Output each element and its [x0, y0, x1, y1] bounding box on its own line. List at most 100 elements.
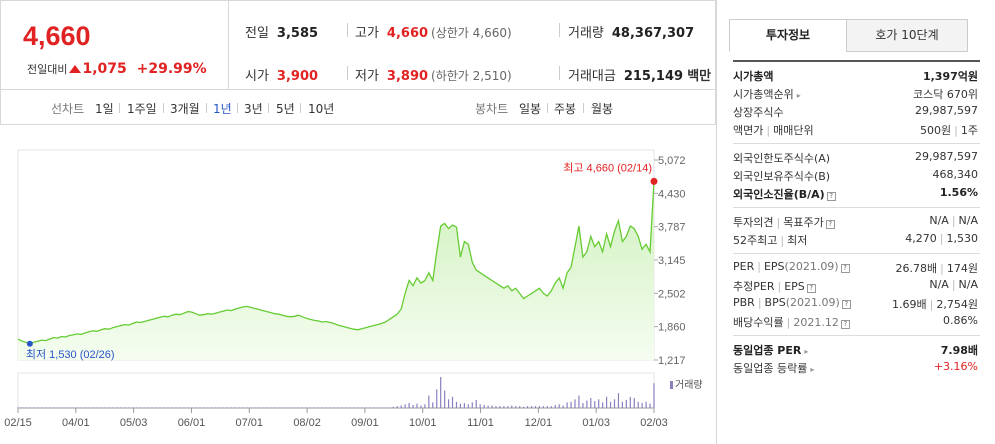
low-label: 저가 [355, 69, 379, 84]
sector-chg-label[interactable]: 동일업종 등락률 [733, 362, 808, 375]
volume-bar [459, 403, 462, 408]
help-icon[interactable]: ? [840, 264, 850, 273]
volume-bar [120, 407, 122, 408]
divider [547, 103, 548, 113]
volume-bar [499, 406, 501, 408]
w52-high-value: 4,270 [905, 232, 937, 245]
help-icon[interactable]: ? [806, 284, 816, 293]
candle-daily[interactable]: 일봉 [519, 102, 542, 116]
volume-bar [396, 406, 398, 408]
period-3m[interactable]: 3개월 [170, 102, 200, 116]
volume-bar [52, 407, 55, 408]
info-row: 시가총액 1,397억원 [733, 66, 980, 84]
volume-bar [96, 407, 98, 408]
divider [347, 66, 348, 80]
volume-bar [246, 407, 248, 408]
volume-bar [305, 407, 307, 408]
current-price: 4,660 [23, 21, 91, 51]
volume-bar [451, 396, 454, 408]
low-value: 3,890 [386, 69, 429, 84]
candle-monthly[interactable]: 월봉 [591, 102, 614, 116]
period-5y[interactable]: 5년 [276, 102, 295, 116]
period-3y[interactable]: 3년 [244, 102, 263, 116]
sector-per-label[interactable]: 동일업종 PER [733, 344, 802, 357]
info-group-valuation: PER | EPS(2021.09)? 26.78배 | 174원 추정PER | EPS? N… [733, 253, 980, 335]
rank-label[interactable]: 시가총액순위 [733, 88, 794, 101]
trade-value-label: 거래대금 [568, 69, 616, 84]
divider [268, 103, 269, 113]
period-10y[interactable]: 10년 [308, 102, 335, 116]
x-tick-label: 02/15 [4, 417, 32, 429]
target-value: N/A [958, 214, 978, 227]
volume-bar [325, 407, 327, 408]
period-1w[interactable]: 1주일 [127, 102, 157, 116]
divider [119, 103, 120, 113]
sector-chg-value: +3.16% [933, 360, 978, 373]
volume-bar [432, 402, 434, 408]
x-tick-label: 11/01 [467, 417, 494, 429]
volume-bar [191, 407, 193, 408]
volume-bar [621, 401, 623, 408]
help-icon[interactable]: ? [826, 192, 836, 201]
high-label: 최고 4,660 (02/14) [563, 161, 652, 174]
help-icon[interactable]: ? [840, 320, 850, 329]
volume-bar [475, 399, 477, 408]
shares-value: 29,987,597 [915, 104, 978, 117]
volume-bar [124, 407, 126, 408]
divider [583, 103, 584, 113]
volume-bar [562, 405, 564, 408]
volume-bar [195, 407, 197, 408]
period-1y[interactable]: 1년 [213, 102, 232, 116]
volume-bar [143, 407, 146, 408]
divider [237, 103, 238, 113]
volume-bar [345, 407, 347, 408]
market-cap-label: 시가총액 [733, 70, 774, 83]
low-label: 최저 1,530 (02/26) [26, 348, 115, 361]
volume-bar [329, 407, 331, 408]
volume-bar [530, 406, 533, 408]
candle-weekly[interactable]: 주봉 [554, 102, 577, 116]
volume-bar [139, 407, 142, 408]
shares-label: 상장주식수 [733, 106, 784, 119]
lot-label: 매매단위 [773, 124, 814, 137]
caret-right-icon: ▸ [804, 347, 809, 356]
volume-bar [60, 407, 63, 408]
change-label: 전일대비 [27, 63, 68, 76]
info-row: PER | EPS(2021.09)? 26.78배 | 174원 [733, 260, 978, 275]
volume-bar [538, 406, 541, 408]
volume-bar [92, 407, 94, 408]
up-triangle-icon [69, 65, 82, 73]
period-bar: 선차트 1일 1주일 3개월 1년 3년 5년 10년 봉차트 일봉 주봉 월봉 [0, 90, 716, 125]
info-group-foreign: 외국인한도주식수(A) 29,987,597 외국인보유주식수(B) 468,340… [733, 143, 980, 207]
volume-bar [238, 407, 240, 408]
y-tick-label: 3,145 [658, 255, 686, 267]
volume-bar [582, 403, 584, 408]
lower-limit: (하한가 2,510) [431, 69, 512, 83]
volume-bar [629, 396, 631, 408]
volume-legend-label: 거래량 [675, 379, 703, 391]
tab-invest-info[interactable]: 투자정보 [729, 19, 847, 52]
divider [163, 103, 164, 113]
price-chart[interactable]: 5,072 4,430 3,787 3,145 2,502 1,860 1,217 02/15… [0, 125, 716, 444]
volume-bar [495, 406, 497, 408]
opinion-label: 투자의견 [733, 216, 774, 229]
info-row: 추정PER | EPS? N/A | N/A [733, 278, 978, 293]
volume-bar [653, 383, 655, 408]
info-group-sector: 동일업종 PER ▸ 7.98배 동일업종 등락률 ▸ +3.16% [733, 335, 980, 381]
volume-bar [444, 390, 446, 408]
period-1d[interactable]: 1일 [95, 102, 114, 116]
volume-legend-swatch [670, 381, 673, 389]
help-icon[interactable]: ? [825, 220, 835, 229]
volume-bar [503, 406, 505, 408]
volume-bar [309, 407, 311, 408]
chart-svg[interactable]: 5,072 4,430 3,787 3,145 2,502 1,860 1,217 02/15… [0, 125, 716, 444]
volume-bar [487, 405, 489, 408]
bps-year: (2021.09) [785, 296, 840, 309]
x-tick-label: 06/01 [178, 417, 206, 429]
volume-bar [483, 404, 485, 408]
tab-ask-10[interactable]: 호가 10단계 [846, 19, 968, 52]
help-icon[interactable]: ? [841, 300, 851, 309]
open-label: 시가 [245, 69, 269, 84]
target-label: 목표주가 [783, 216, 824, 229]
w52-low-value: 1,530 [946, 232, 979, 245]
